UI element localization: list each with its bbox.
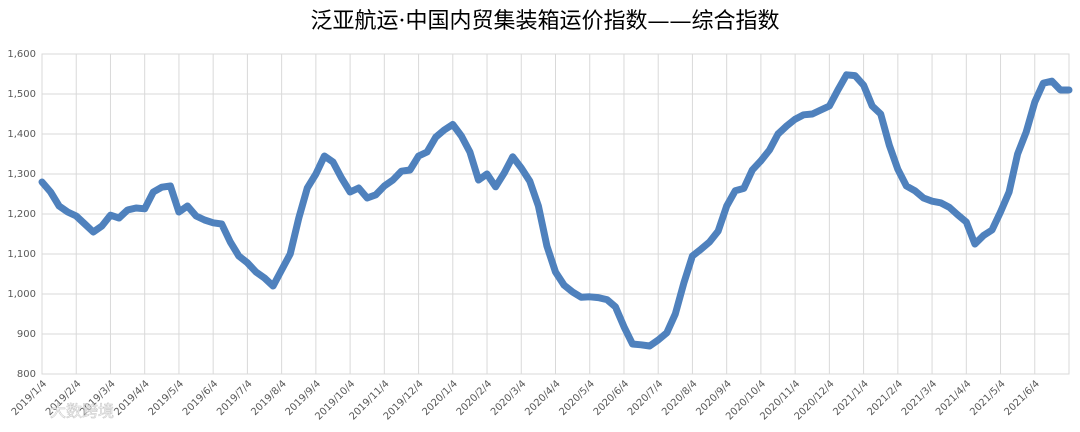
chart-title: 泛亚航运·中国内贸集装箱运价指数——综合指数 <box>311 9 780 34</box>
y-tick-label: 1,300 <box>7 169 36 180</box>
x-tick-label: 2020/4/4 <box>523 378 563 418</box>
x-tick-label: 2019/4/4 <box>112 378 152 418</box>
x-tick-label: 2021/6/4 <box>1002 378 1042 418</box>
y-tick-label: 1,000 <box>7 289 36 300</box>
plot-border <box>41 53 1070 375</box>
x-tick-label: 2019/1/4 <box>10 378 50 418</box>
y-tick-label: 900 <box>17 329 36 340</box>
x-tick-label: 2020/1/4 <box>420 378 460 418</box>
y-tick-label: 1,100 <box>7 249 36 260</box>
x-tick-label: 2020/3/4 <box>489 378 529 418</box>
x-tick-label: 2021/3/4 <box>900 378 940 418</box>
x-tick-label: 2020/6/4 <box>592 378 632 418</box>
x-tick-label: 2020/2/4 <box>455 378 495 418</box>
y-tick-label: 1,500 <box>7 89 36 100</box>
x-tick-label: 2021/1/4 <box>831 378 871 418</box>
x-tick-label: 2020/7/4 <box>626 378 666 418</box>
x-tick-label: 2019/5/4 <box>147 378 187 418</box>
x-tick-label: 2021/4/4 <box>934 378 974 418</box>
y-tick-label: 1,200 <box>7 209 36 220</box>
x-tick-label: 2021/5/4 <box>968 378 1008 418</box>
y-tick-label: 1,400 <box>7 129 36 140</box>
x-tick-label: 2021/2/4 <box>866 378 906 418</box>
line <box>38 71 1073 350</box>
x-tick-label: 2019/6/4 <box>181 378 221 418</box>
x-tick-label: 2020/8/4 <box>660 378 700 418</box>
x-tick-label: 2020/5/4 <box>557 378 597 418</box>
x-tick-label: 2019/8/4 <box>249 378 289 418</box>
y-tick-label: 1,600 <box>7 49 36 60</box>
y-tick-label: 800 <box>17 369 36 380</box>
watermark: 大数跨境 <box>50 402 114 421</box>
x-tick-label: 2019/7/4 <box>215 378 255 418</box>
